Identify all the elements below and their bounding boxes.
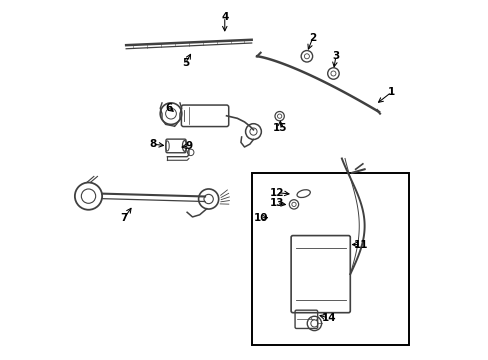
Text: 6: 6 <box>165 103 172 113</box>
Text: 7: 7 <box>121 213 128 222</box>
Text: 2: 2 <box>308 33 316 43</box>
Text: 13: 13 <box>269 198 284 208</box>
Text: 11: 11 <box>353 239 367 249</box>
Text: 3: 3 <box>332 51 339 61</box>
Text: 5: 5 <box>182 58 188 68</box>
Text: 15: 15 <box>273 123 287 133</box>
Text: 10: 10 <box>253 213 267 222</box>
Text: 8: 8 <box>149 139 156 149</box>
Text: 14: 14 <box>321 313 335 323</box>
Bar <box>251 173 408 345</box>
Text: 9: 9 <box>185 141 192 151</box>
Text: 4: 4 <box>221 12 228 22</box>
Text: 1: 1 <box>387 87 394 97</box>
Text: 12: 12 <box>269 188 284 198</box>
